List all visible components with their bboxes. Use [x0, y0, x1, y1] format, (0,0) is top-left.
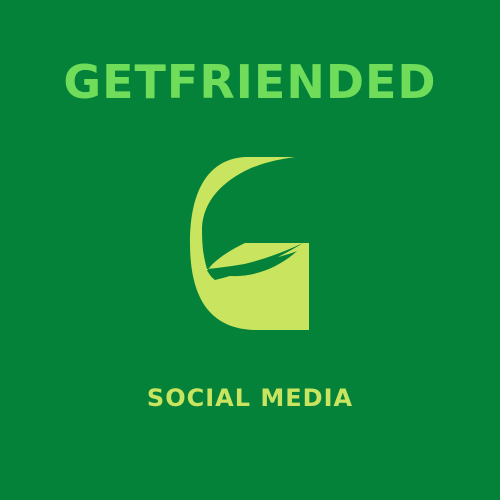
letter-g-logo-icon [185, 153, 315, 333]
tagline: SOCIAL MEDIA [146, 384, 354, 412]
brand-name: GETFRIENDED [63, 55, 437, 109]
